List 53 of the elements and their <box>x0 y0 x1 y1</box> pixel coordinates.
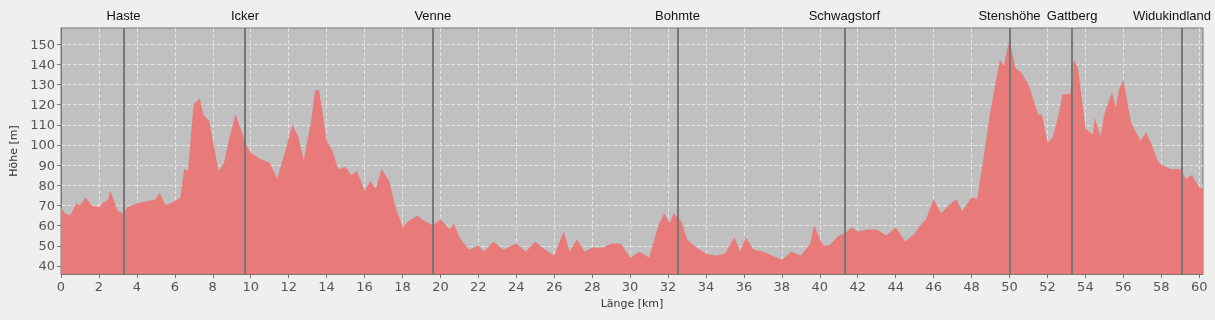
ref-line-label: Icker <box>230 8 260 23</box>
y-axis-title: Höhe [m] <box>7 125 21 177</box>
x-tick-label: 8 <box>208 279 217 294</box>
ref-line-label: Stenshöhe <box>978 8 1041 23</box>
x-tick-label: 20 <box>432 279 449 294</box>
x-tick-label: 30 <box>621 279 639 294</box>
x-tick-label: 58 <box>1152 279 1170 294</box>
y-tick-label: 120 <box>30 97 55 113</box>
x-tick-label: 16 <box>356 279 373 294</box>
x-tick-label: 34 <box>697 279 715 294</box>
x-tick-label: 60 <box>1190 279 1208 294</box>
ref-line-label: Schwagstorf <box>808 8 881 23</box>
x-tick-label: 46 <box>925 279 942 294</box>
y-tick-label: 130 <box>30 76 55 92</box>
x-tick-label: 22 <box>470 279 487 294</box>
x-tick-label: 54 <box>1077 279 1094 294</box>
x-tick-label: 44 <box>887 279 904 294</box>
x-tick-label: 0 <box>56 279 66 294</box>
x-tick-label: 10 <box>242 279 259 294</box>
x-tick-label: 26 <box>545 279 563 294</box>
y-tick-label: 80 <box>38 177 55 193</box>
x-tick-label: 32 <box>659 279 677 294</box>
x-tick-label: 14 <box>318 279 335 294</box>
y-tick-label: 50 <box>38 238 55 254</box>
x-axis-title: Länge [km] <box>600 297 664 310</box>
y-tick-label: 150 <box>30 36 55 52</box>
x-tick-label: 6 <box>170 279 179 294</box>
x-tick-label: 24 <box>508 279 525 294</box>
y-tick-label: 100 <box>30 137 55 153</box>
y-tick-label: 40 <box>38 258 55 274</box>
ref-line-label: Widukindland <box>1132 8 1211 23</box>
x-tick-label: 12 <box>280 279 297 294</box>
y-tick-label: 110 <box>30 117 55 133</box>
x-tick-label: 28 <box>583 279 601 294</box>
x-tick-label: 38 <box>773 279 791 294</box>
ref-line-label: Bohmte <box>655 8 700 23</box>
ref-line-label: Venne <box>414 8 452 23</box>
y-tick-label: 60 <box>38 218 55 234</box>
ref-line-label: Gattberg <box>1046 8 1098 23</box>
y-tick-label: 140 <box>30 56 55 72</box>
x-tick-label: 2 <box>94 279 104 294</box>
y-tick-label: 90 <box>38 157 55 173</box>
y-tick-label: 70 <box>38 197 55 213</box>
ref-line-label: Haste <box>106 8 141 23</box>
x-tick-label: 40 <box>811 279 829 294</box>
x-tick-label: 42 <box>849 279 867 294</box>
x-tick-label: 4 <box>132 279 142 294</box>
x-tick-label: 18 <box>394 279 411 294</box>
x-tick-label: 50 <box>1001 279 1018 294</box>
x-tick-label: 56 <box>1115 279 1132 294</box>
x-tick-label: 48 <box>963 279 980 294</box>
x-tick-label: 52 <box>1039 279 1056 294</box>
x-tick-label: 36 <box>735 279 753 294</box>
